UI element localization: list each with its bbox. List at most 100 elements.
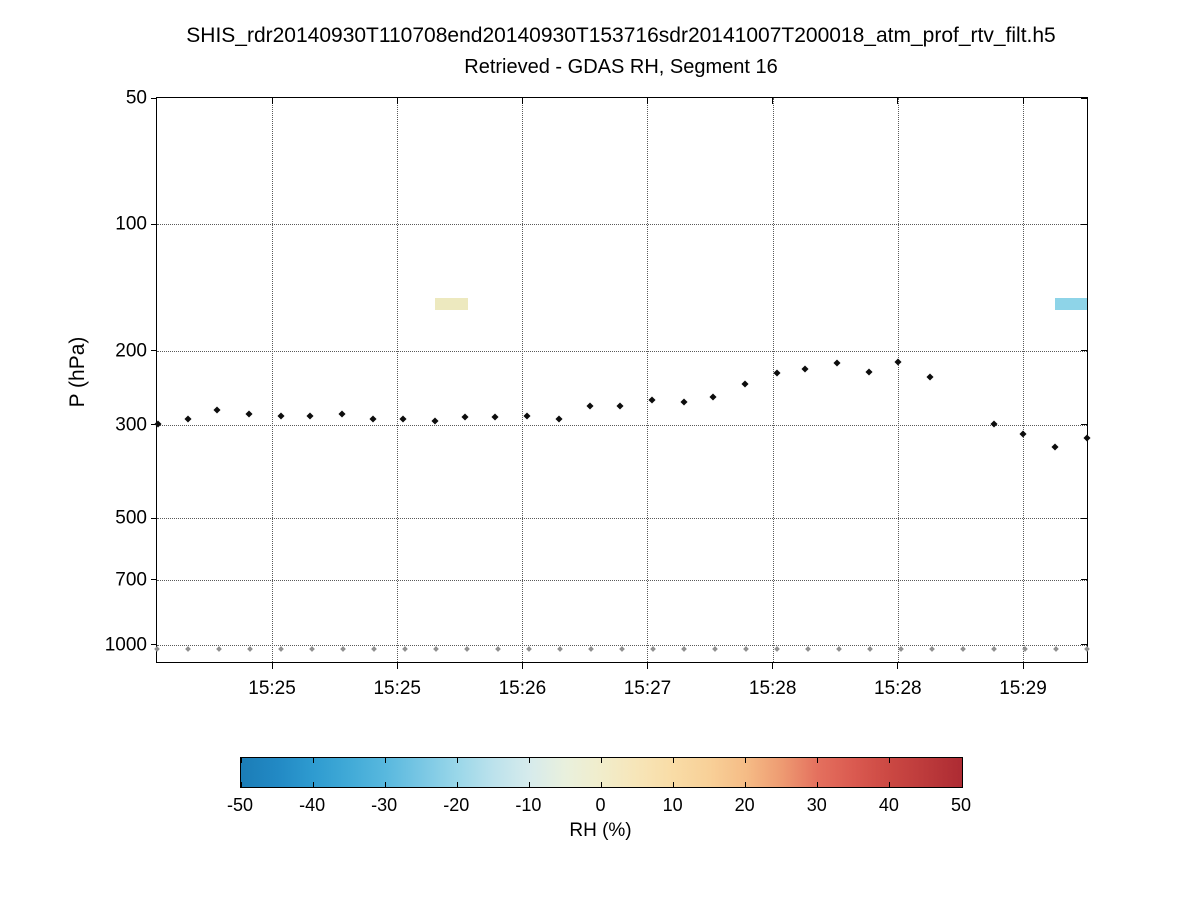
y-tick-mark	[151, 424, 157, 426]
colorbar-gradient	[240, 757, 963, 788]
x-tick-mark	[646, 662, 648, 669]
data-point-surface-pressure-markers	[1053, 646, 1060, 652]
data-point-surface-pressure-markers	[154, 646, 160, 652]
data-point-surface-pressure-markers	[835, 646, 842, 652]
data-point-retrieved-cloud-top-pressure	[306, 412, 314, 420]
data-point-retrieved-cloud-top-pressure	[338, 410, 346, 418]
colorbar-tick-mark	[384, 758, 386, 763]
x-tick-label: 15:29	[999, 678, 1047, 699]
colorbar-axis-label: RH (%)	[569, 820, 632, 841]
colorbar-tick-label: 30	[806, 795, 827, 815]
y-tick-label: 700	[115, 569, 147, 591]
data-point-surface-pressure-markers	[556, 646, 563, 652]
colorbar-tick-mark	[817, 758, 819, 763]
x-gridline	[647, 98, 649, 662]
data-point-surface-pressure-markers	[742, 646, 749, 652]
data-point-retrieved-cloud-top-pressure	[709, 393, 717, 401]
y-tick-label: 500	[115, 507, 147, 529]
data-point-surface-pressure-markers	[805, 646, 811, 652]
colorbar-tick-mark	[889, 782, 891, 787]
x-gridline	[1023, 98, 1025, 662]
data-point-surface-pressure-markers	[277, 646, 284, 652]
colorbar-tick-label: -40	[299, 795, 326, 815]
colorbar-tick-label: 0	[595, 795, 606, 815]
x-tick-mark-inner	[897, 98, 899, 104]
y-gridline	[157, 224, 1087, 226]
data-point-surface-pressure-markers	[247, 646, 253, 652]
colorbar-tick-mark	[601, 758, 602, 763]
colorbar-tick-mark	[456, 758, 458, 763]
colorbar-tick-mark	[961, 782, 963, 787]
data-point-surface-pressure-markers	[681, 646, 688, 652]
plot-area: 50 100 200 300 500 700 1000 15:25 15:25 15:26 15:2…	[105, 89, 1091, 698]
data-point-retrieved-cloud-top-pressure	[491, 413, 499, 422]
colorbar-tick-mark	[601, 782, 602, 787]
colorbar-tick-label: 10	[662, 795, 683, 815]
x-gridline	[272, 98, 274, 662]
x-tick-mark	[521, 662, 523, 669]
colorbar-tick-mark	[817, 782, 819, 787]
rh-cell	[1055, 298, 1087, 311]
y-tick-mark	[151, 579, 157, 581]
data-point-retrieved-cloud-top-pressure	[523, 412, 531, 420]
data-point-surface-pressure-markers	[774, 646, 781, 652]
y-tick-mark-inner	[1081, 644, 1087, 646]
data-point-retrieved-cloud-top-pressure	[586, 402, 594, 410]
x-tick-mark-inner	[271, 98, 273, 104]
x-gridline	[897, 98, 899, 662]
colorbar-tick-mark	[312, 782, 314, 787]
y-tick-label: 300	[115, 414, 147, 436]
colorbar-tick-mark	[312, 758, 314, 763]
data-point-retrieved-cloud-top-pressure	[431, 417, 439, 425]
y-tick-mark	[151, 350, 157, 352]
colorbar-tick-label: -30	[371, 795, 398, 815]
colorbar-tick-mark	[745, 758, 747, 763]
data-point-retrieved-cloud-top-pressure	[616, 402, 624, 410]
data-point-surface-pressure-markers	[588, 646, 595, 652]
y-tick-mark-inner	[1081, 579, 1087, 581]
y-gridline	[157, 644, 1087, 646]
data-point-retrieved-cloud-top-pressure	[213, 406, 221, 414]
colorbar-tick-mark	[889, 758, 891, 763]
data-point-retrieved-cloud-top-pressure	[773, 369, 781, 377]
data-point-surface-pressure-markers	[184, 646, 191, 652]
data-point-surface-pressure-markers	[526, 646, 532, 652]
x-tick-mark	[772, 662, 774, 669]
data-point-retrieved-cloud-top-pressure	[184, 415, 192, 423]
x-gridline	[522, 98, 524, 662]
x-tick-label: 15:25	[248, 678, 296, 699]
y-tick-label: 1000	[104, 634, 147, 656]
y-tick-mark-inner	[1081, 97, 1087, 99]
data-point-retrieved-cloud-top-pressure	[648, 396, 656, 404]
data-point-retrieved-cloud-top-pressure	[154, 420, 162, 428]
colorbar-tick-mark	[528, 782, 530, 787]
data-point-surface-pressure-markers	[960, 646, 967, 652]
y-tick-mark-inner	[1081, 350, 1087, 352]
x-tick-mark	[396, 662, 398, 669]
x-tick-mark-inner	[396, 98, 398, 104]
data-point-surface-pressure-markers	[649, 646, 656, 652]
y-gridline	[157, 350, 1087, 352]
colorbar-tick-mark	[240, 782, 242, 787]
x-tick-mark-inner	[772, 98, 774, 104]
x-tick-label: 15:25	[373, 678, 421, 699]
colorbar-tick-mark	[961, 758, 963, 763]
colorbar-tick-mark	[528, 758, 530, 763]
data-point-surface-pressure-markers	[216, 646, 223, 652]
data-point-retrieved-cloud-top-pressure	[926, 373, 934, 381]
data-point-retrieved-cloud-top-pressure	[1051, 443, 1059, 451]
page-title: SHIS_rdr20140930T110708end20140930T15371…	[186, 24, 1056, 47]
data-point-retrieved-cloud-top-pressure	[461, 413, 469, 422]
data-point-surface-pressure-markers	[928, 646, 935, 652]
data-point-surface-pressure-markers	[495, 646, 502, 652]
data-point-surface-pressure-markers	[991, 646, 997, 652]
data-point-surface-pressure-markers	[463, 646, 470, 652]
data-point-retrieved-cloud-top-pressure	[555, 415, 563, 423]
data-point-surface-pressure-markers	[867, 646, 874, 652]
x-tick-label: 15:28	[874, 678, 922, 699]
x-gridline	[772, 98, 774, 662]
y-tick-mark	[151, 644, 157, 646]
colorbar-tick-mark	[673, 758, 675, 763]
colorbar-tick-mark	[240, 758, 242, 763]
